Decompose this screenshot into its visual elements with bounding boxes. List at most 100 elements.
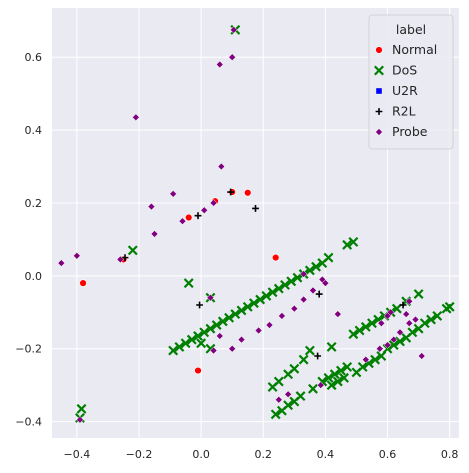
point-dos [326, 341, 337, 352]
point-r2l [315, 290, 323, 298]
point-probe [216, 60, 224, 69]
point-dos [292, 272, 303, 283]
point-dos [388, 340, 399, 351]
y-tick-label: −0.2 [15, 343, 42, 356]
point-probe [290, 304, 299, 313]
point-r2l [121, 254, 129, 262]
point-normal [79, 279, 87, 287]
point-dos [407, 327, 418, 338]
point-probe [57, 259, 66, 267]
point-r2l [252, 205, 259, 212]
point-dos [329, 369, 340, 380]
point-dos [248, 298, 259, 309]
point-dos [217, 316, 228, 327]
point-probe [309, 286, 317, 295]
point-dos [199, 327, 210, 338]
point-probe [237, 335, 246, 344]
point-dos [323, 372, 334, 383]
point-dos [304, 265, 315, 276]
x-tick-label: 0.4 [317, 448, 335, 461]
point-probe [178, 217, 187, 225]
point-probe [278, 312, 286, 320]
point-r2l [314, 352, 322, 360]
point-probe [209, 346, 218, 355]
point-dos [311, 261, 322, 272]
y-tick-label: −0.4 [15, 416, 42, 429]
point-dos [255, 294, 266, 305]
legend-marker-normal [375, 46, 383, 54]
point-dos [432, 310, 443, 321]
point-dos [360, 321, 371, 332]
point-dos [332, 376, 343, 387]
point-probe [402, 310, 410, 318]
legend-items: Normal DoS U2R R2L Probe [374, 42, 437, 139]
point-dos [342, 361, 353, 372]
x-tick-label: −0.4 [63, 448, 90, 461]
point-dos [298, 354, 309, 365]
point-dos [376, 351, 387, 361]
point-dos [261, 290, 272, 301]
point-dos [211, 320, 222, 330]
point-dos [357, 361, 368, 372]
point-probe [169, 190, 177, 198]
x-tick-label: 0.2 [255, 448, 273, 461]
point-probe [376, 344, 384, 353]
point-probe [275, 395, 283, 404]
point-dos [230, 309, 241, 320]
point-dos [168, 345, 179, 356]
point-dos [236, 305, 247, 316]
point-dos [354, 325, 365, 336]
point-probe [216, 332, 224, 340]
x-tick-labels: −0.4 −0.2 0.0 0.2 0.4 0.6 0.8 [63, 448, 458, 461]
point-dos [273, 283, 284, 294]
point-probe [132, 113, 140, 122]
point-probe [116, 255, 125, 264]
legend-label-u2r: U2R [392, 83, 418, 98]
y-tick-label: 0.4 [25, 124, 43, 137]
point-probe [321, 279, 330, 287]
point-probe [206, 293, 215, 302]
point-probe [417, 352, 426, 360]
legend-label-r2l: R2L [392, 104, 416, 119]
point-dos [342, 239, 353, 250]
y-tick-label: 0.6 [25, 51, 43, 64]
legend-marker-u2r [376, 88, 382, 94]
point-dos [286, 276, 297, 287]
point-probe [76, 416, 84, 424]
y-tick-labels: −0.4 −0.2 0.0 0.2 0.4 0.6 [15, 51, 42, 428]
point-probe [405, 297, 414, 306]
point-r2l [227, 188, 235, 196]
point-dos [395, 336, 405, 347]
legend-label-dos: DoS [392, 63, 417, 78]
point-dos [419, 318, 430, 329]
grid-lines [52, 8, 459, 438]
y-tick-label: 0.0 [25, 270, 43, 283]
point-dos [444, 301, 455, 312]
point-probe [299, 270, 308, 278]
point-normal [185, 213, 193, 222]
point-r2l [196, 301, 203, 309]
point-dos [370, 354, 381, 365]
series-probe [57, 26, 426, 424]
point-normal [271, 253, 280, 262]
legend-marker-dos [374, 65, 384, 76]
point-probe [411, 315, 420, 324]
point-probe [265, 321, 274, 329]
point-probe [73, 252, 81, 260]
point-probe [383, 341, 392, 349]
point-dos [280, 279, 290, 290]
legend: label Normal DoS U2R R2L Probe [368, 14, 454, 150]
point-probe [150, 230, 159, 238]
point-probe [386, 308, 395, 317]
series-r2l [121, 188, 407, 360]
point-probe [377, 319, 386, 327]
point-dos [267, 287, 278, 298]
point-dos [339, 372, 350, 383]
point-normal [244, 189, 252, 197]
point-normal [194, 366, 202, 375]
point-probe [334, 310, 342, 318]
point-dos [183, 278, 194, 289]
point-probe [228, 53, 236, 61]
point-probe [405, 319, 414, 327]
point-dos [193, 331, 203, 341]
